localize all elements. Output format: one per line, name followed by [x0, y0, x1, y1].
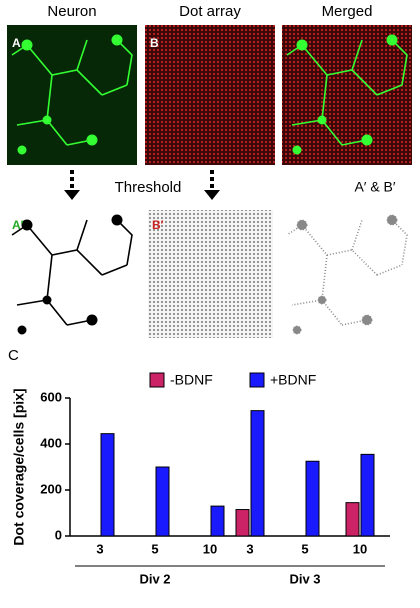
panel-label: B′	[152, 218, 164, 232]
y-tick-label: 0	[55, 527, 62, 542]
panel-label: B	[150, 36, 159, 50]
y-tick-label: 200	[40, 481, 62, 496]
bar	[155, 466, 170, 537]
y-tick-label: 400	[40, 435, 62, 450]
x-tick-label: 5	[151, 541, 158, 556]
arrow-head	[204, 190, 220, 200]
x-tick-label: 3	[96, 541, 103, 556]
legend-swatch	[249, 372, 265, 388]
bar	[250, 410, 265, 537]
arrow-head	[64, 190, 80, 200]
header: Merged	[322, 3, 373, 20]
bar	[345, 502, 360, 537]
panel-label: A′	[12, 218, 24, 232]
y-tick-label: 600	[40, 389, 62, 404]
merged-prime-label: A′ & B′	[354, 179, 395, 195]
bar	[100, 433, 115, 537]
bar	[210, 505, 225, 537]
group-label: Div 2	[139, 571, 170, 586]
group-label: Div 3	[289, 571, 320, 586]
neuron-threshold	[11, 214, 133, 335]
header: Dot array	[179, 3, 241, 20]
legend-swatch	[149, 372, 165, 388]
y-axis-label: Dot coverage/cells [pix]	[11, 388, 27, 545]
bar	[305, 460, 320, 537]
dot-threshold	[148, 210, 273, 338]
dot-array-image	[145, 25, 275, 165]
bar	[360, 453, 375, 537]
panel-label: C	[8, 347, 19, 364]
x-tick-label: 10	[203, 541, 217, 556]
x-tick-label: 5	[301, 541, 308, 556]
x-tick-label: 10	[353, 541, 367, 556]
threshold-label: Threshold	[115, 179, 182, 196]
header: Neuron	[47, 3, 96, 20]
bar	[235, 509, 250, 537]
legend-label: -BDNF	[170, 372, 213, 388]
panel-label: A	[12, 36, 21, 50]
legend-label: +BDNF	[270, 372, 316, 388]
x-tick-label: 3	[246, 541, 253, 556]
overlap-image	[286, 214, 408, 335]
